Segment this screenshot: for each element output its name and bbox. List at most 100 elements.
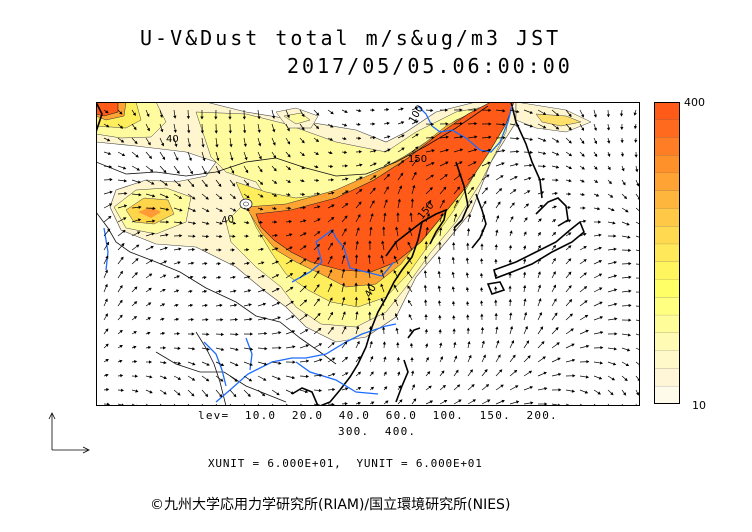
wind-arrow (232, 195, 236, 199)
contour-label: 150 (408, 154, 427, 165)
wind-arrow (529, 150, 534, 155)
wind-arrow (480, 243, 484, 247)
wind-arrow (552, 257, 556, 262)
wind-arrow (149, 360, 153, 364)
colorbar-cell (654, 155, 680, 174)
wind-arrow (289, 233, 293, 237)
wind-arrow (608, 180, 612, 185)
wind-arrow (623, 392, 627, 396)
wind-arrow (235, 347, 239, 352)
wind-arrow (502, 149, 506, 153)
wind-arrow (624, 377, 628, 382)
wind-arrow (488, 148, 492, 152)
wind-arrow (203, 289, 208, 294)
wind-arrow (278, 346, 282, 350)
wind-arrow (537, 271, 541, 275)
colorbar-cell (654, 102, 680, 121)
wind-arrow (344, 164, 349, 168)
wind-arrow (263, 317, 267, 321)
wind-arrow (516, 136, 520, 141)
wind-arrow (302, 192, 306, 196)
wind-arrow (147, 317, 152, 321)
wind-arrow (177, 183, 182, 187)
wind-arrow (177, 392, 181, 396)
wind-arrow (276, 288, 280, 291)
wind-arrow (522, 271, 527, 275)
wind-arrow (600, 346, 604, 350)
wind-arrow (316, 178, 320, 182)
wind-arrow (206, 362, 210, 366)
wind-arrow (555, 112, 560, 117)
wind-arrow (317, 231, 321, 235)
wind-arrow (147, 331, 151, 335)
wind-arrow (516, 109, 520, 114)
wind-arrow (106, 241, 110, 246)
wind-arrow (439, 227, 443, 231)
wind-arrow (165, 233, 169, 237)
wind-arrow (472, 174, 476, 178)
wind-arrow (123, 204, 128, 208)
wind-arrow (568, 245, 572, 249)
wind-arrow (249, 362, 253, 366)
wind-arrow (524, 217, 528, 221)
wind-arrow (572, 374, 576, 378)
wind-arrow (132, 112, 136, 116)
wind-arrow (234, 378, 238, 382)
wind-arrow (175, 317, 180, 322)
wind-arrow (273, 193, 278, 197)
wind-arrow (467, 213, 472, 218)
wind-arrow (555, 165, 560, 169)
wind-arrow (137, 231, 141, 235)
wind-arrow (105, 255, 109, 259)
wind-arrow (400, 172, 404, 177)
wind-arrow (394, 313, 398, 317)
wind-arrow (271, 115, 276, 119)
wind-arrow (220, 378, 224, 382)
wind-arrow (357, 371, 362, 375)
wind-arrow (164, 246, 168, 250)
wind-arrow (386, 108, 390, 112)
wind-arrow (452, 241, 456, 246)
wind-arrow (480, 326, 485, 331)
wind-arrow (331, 204, 335, 208)
wind-arrow (355, 325, 360, 330)
wind-arrow (445, 148, 449, 152)
wind-arrow (315, 138, 320, 142)
wind-arrow (553, 284, 556, 288)
wind-arrow (105, 359, 109, 362)
wind-arrow (134, 286, 138, 290)
wind-arrow (191, 393, 195, 397)
wind-arrow (302, 206, 307, 210)
wind-arrow (278, 331, 282, 335)
wind-arrow (458, 173, 462, 178)
wind-arrow (527, 355, 531, 359)
wind-arrow (343, 326, 347, 330)
wind-arrow (373, 175, 377, 179)
wind-arrow (386, 173, 391, 178)
wind-arrow (176, 275, 180, 279)
wind-arrow (133, 126, 137, 131)
wind-arrow (316, 192, 321, 196)
wind-arrow (626, 222, 630, 226)
map-title: U-V&Dust total m/s&ug/m3 JST (140, 26, 562, 50)
wind-arrow (261, 274, 265, 279)
wind-arrow (415, 120, 419, 124)
wind-arrow (301, 153, 305, 157)
wind-arrow (164, 182, 168, 186)
wind-arrow (288, 219, 293, 224)
wind-arrow (541, 341, 545, 345)
wind-arrow (109, 190, 113, 194)
wind-arrow (178, 195, 183, 199)
wind-arrow (425, 343, 429, 347)
wind-arrow (373, 162, 377, 166)
wind-arrow (444, 174, 448, 178)
wind-arrow (607, 153, 611, 157)
wind-arrow (609, 194, 614, 198)
wind-arrow (230, 157, 234, 161)
wind-arrow (394, 240, 398, 245)
wind-arrow (456, 384, 461, 388)
wind-arrow (636, 392, 639, 396)
wind-arrow (357, 356, 361, 360)
wind-arrow (218, 289, 222, 294)
wind-arrow (367, 254, 371, 258)
